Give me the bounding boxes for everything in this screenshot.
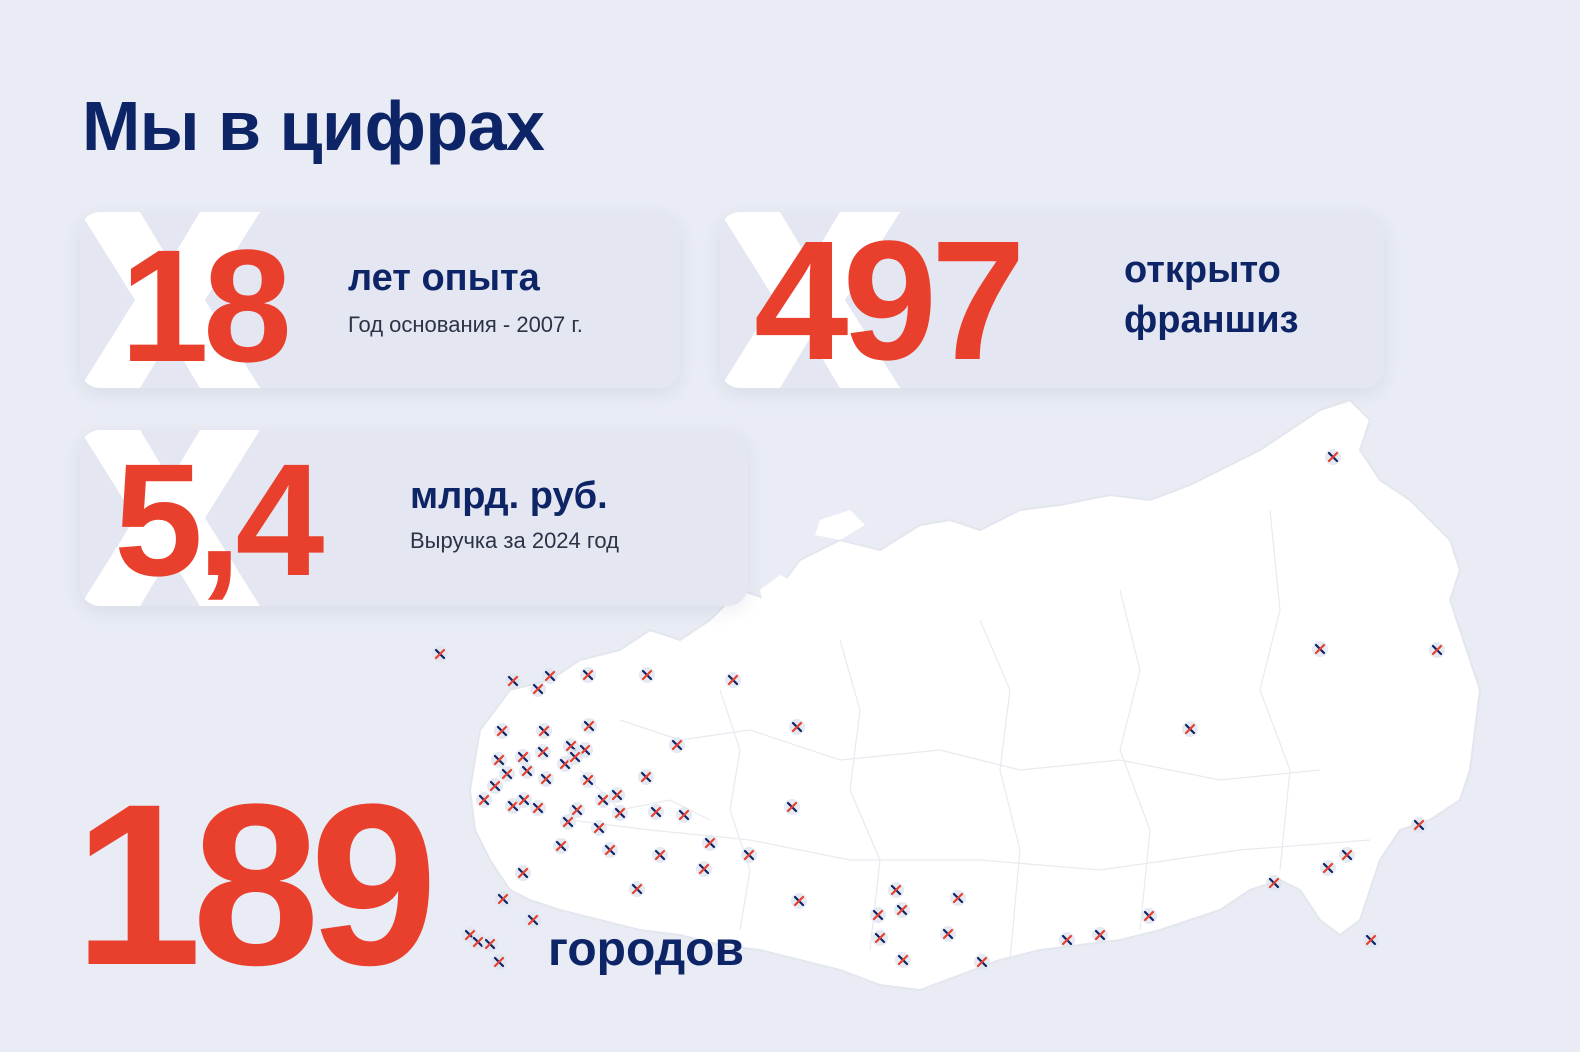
stat-value-cities: 189 <box>74 756 438 1013</box>
stat-value-years: 18 <box>120 216 292 388</box>
stat-label-years: лет опыта <box>348 257 540 299</box>
stat-label-revenue: млрд. руб. <box>410 475 608 517</box>
stat-label-franchises-line1: открыто <box>1124 249 1281 291</box>
stat-value-revenue: 5,4 <box>114 430 324 606</box>
stat-label-franchises-line2: франшиз <box>1124 299 1299 341</box>
map-island <box>760 575 800 610</box>
page-title: Мы в цифрах <box>82 87 545 165</box>
stat-label-cities: городов <box>548 923 744 976</box>
x-logo-mark <box>720 212 900 388</box>
stat-card-revenue: 5,4 млрд. руб. Выручка за 2024 год <box>80 430 748 606</box>
stat-card-franchises: 497 открыто франшиз <box>720 212 1384 388</box>
stat-sub-years: Год основания - 2007 г. <box>348 312 583 337</box>
stat-card-years: 18 лет опыта Год основания - 2007 г. <box>80 212 680 388</box>
russia-map <box>468 398 1482 992</box>
map-landmass <box>468 398 1482 992</box>
x-logo-mark <box>80 212 260 388</box>
stat-value-franchises: 497 <box>754 212 1026 388</box>
stat-sub-revenue: Выручка за 2024 год <box>410 528 620 553</box>
x-logo-mark <box>80 430 260 606</box>
map-island <box>815 510 865 540</box>
